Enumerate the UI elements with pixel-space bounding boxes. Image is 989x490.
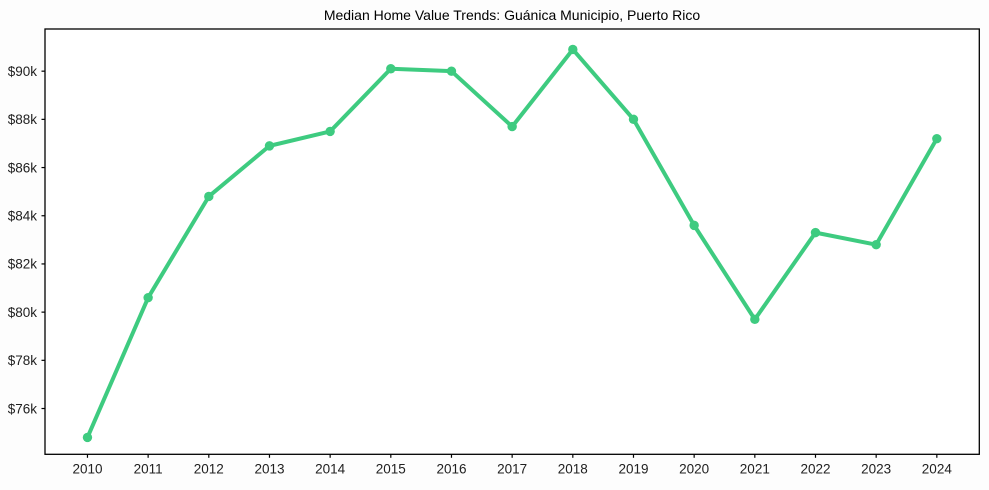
data-point-2014 [325,126,335,137]
data-point-2021 [750,314,760,325]
data-point-2020 [689,220,699,231]
y-tick-label: $76k [8,401,38,416]
x-tick-label: 2013 [254,461,284,476]
x-tick-label: 2017 [497,461,527,476]
x-tick-label: 2019 [618,461,648,476]
x-tick-label: 2020 [679,461,709,476]
y-tick-label: $80k [8,305,38,320]
x-tick-label: 2023 [861,461,891,476]
y-tick-label: $90k [8,64,38,79]
data-point-2022 [810,227,821,238]
plot-background [45,29,980,455]
data-point-2023 [871,239,881,250]
x-tick-label: 2014 [315,461,346,476]
x-tick-label: 2022 [800,461,830,476]
data-point-2024 [932,133,942,144]
x-tick-label: 2016 [436,461,466,476]
x-tick-label: 2021 [740,461,770,476]
x-tick-label: 2010 [72,461,102,476]
data-point-2013 [264,141,275,151]
data-point-2015 [386,64,396,74]
y-tick-label: $86k [8,160,38,175]
data-point-2018 [568,44,578,55]
data-point-2012 [204,191,214,202]
y-tick-label: $78k [8,353,38,368]
plot-frame [44,28,980,455]
y-tick-label: $82k [8,257,38,272]
x-tick-label: 2012 [194,461,224,476]
data-point-2010 [82,432,93,443]
x-tick-label: 2024 [922,461,953,476]
y-tick-label: $88k [8,112,38,127]
x-tick-label: 2011 [134,461,163,476]
x-tick-label: 2015 [376,461,406,476]
data-point-2017 [507,121,517,132]
data-point-2019 [628,114,639,125]
data-point-2016 [446,66,457,76]
chart-title: Median Home Value Trends: Guánica Munici… [323,7,701,23]
data-point-2011 [143,292,153,303]
x-tick-label: 2018 [558,461,588,476]
y-tick-label: $84k [8,209,38,224]
